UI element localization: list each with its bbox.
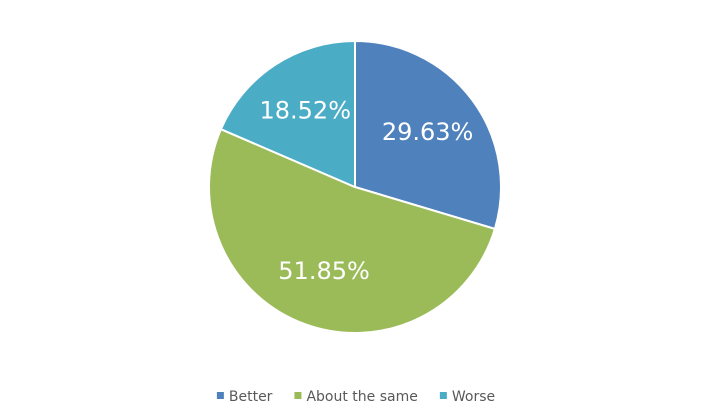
legend-label: Better <box>229 389 273 405</box>
pie-slice <box>219 39 356 189</box>
legend-label: Worse <box>452 389 495 405</box>
legend-swatch <box>294 392 302 399</box>
pie-slice <box>208 127 497 334</box>
data-label: 51.85% <box>278 257 370 285</box>
pie-slice <box>354 39 502 231</box>
legend-swatch <box>216 392 224 399</box>
legend-label: About the same <box>306 389 417 405</box>
legend-swatch <box>439 392 447 399</box>
data-label: 18.52% <box>259 96 351 124</box>
data-label: 29.63% <box>382 118 474 146</box>
